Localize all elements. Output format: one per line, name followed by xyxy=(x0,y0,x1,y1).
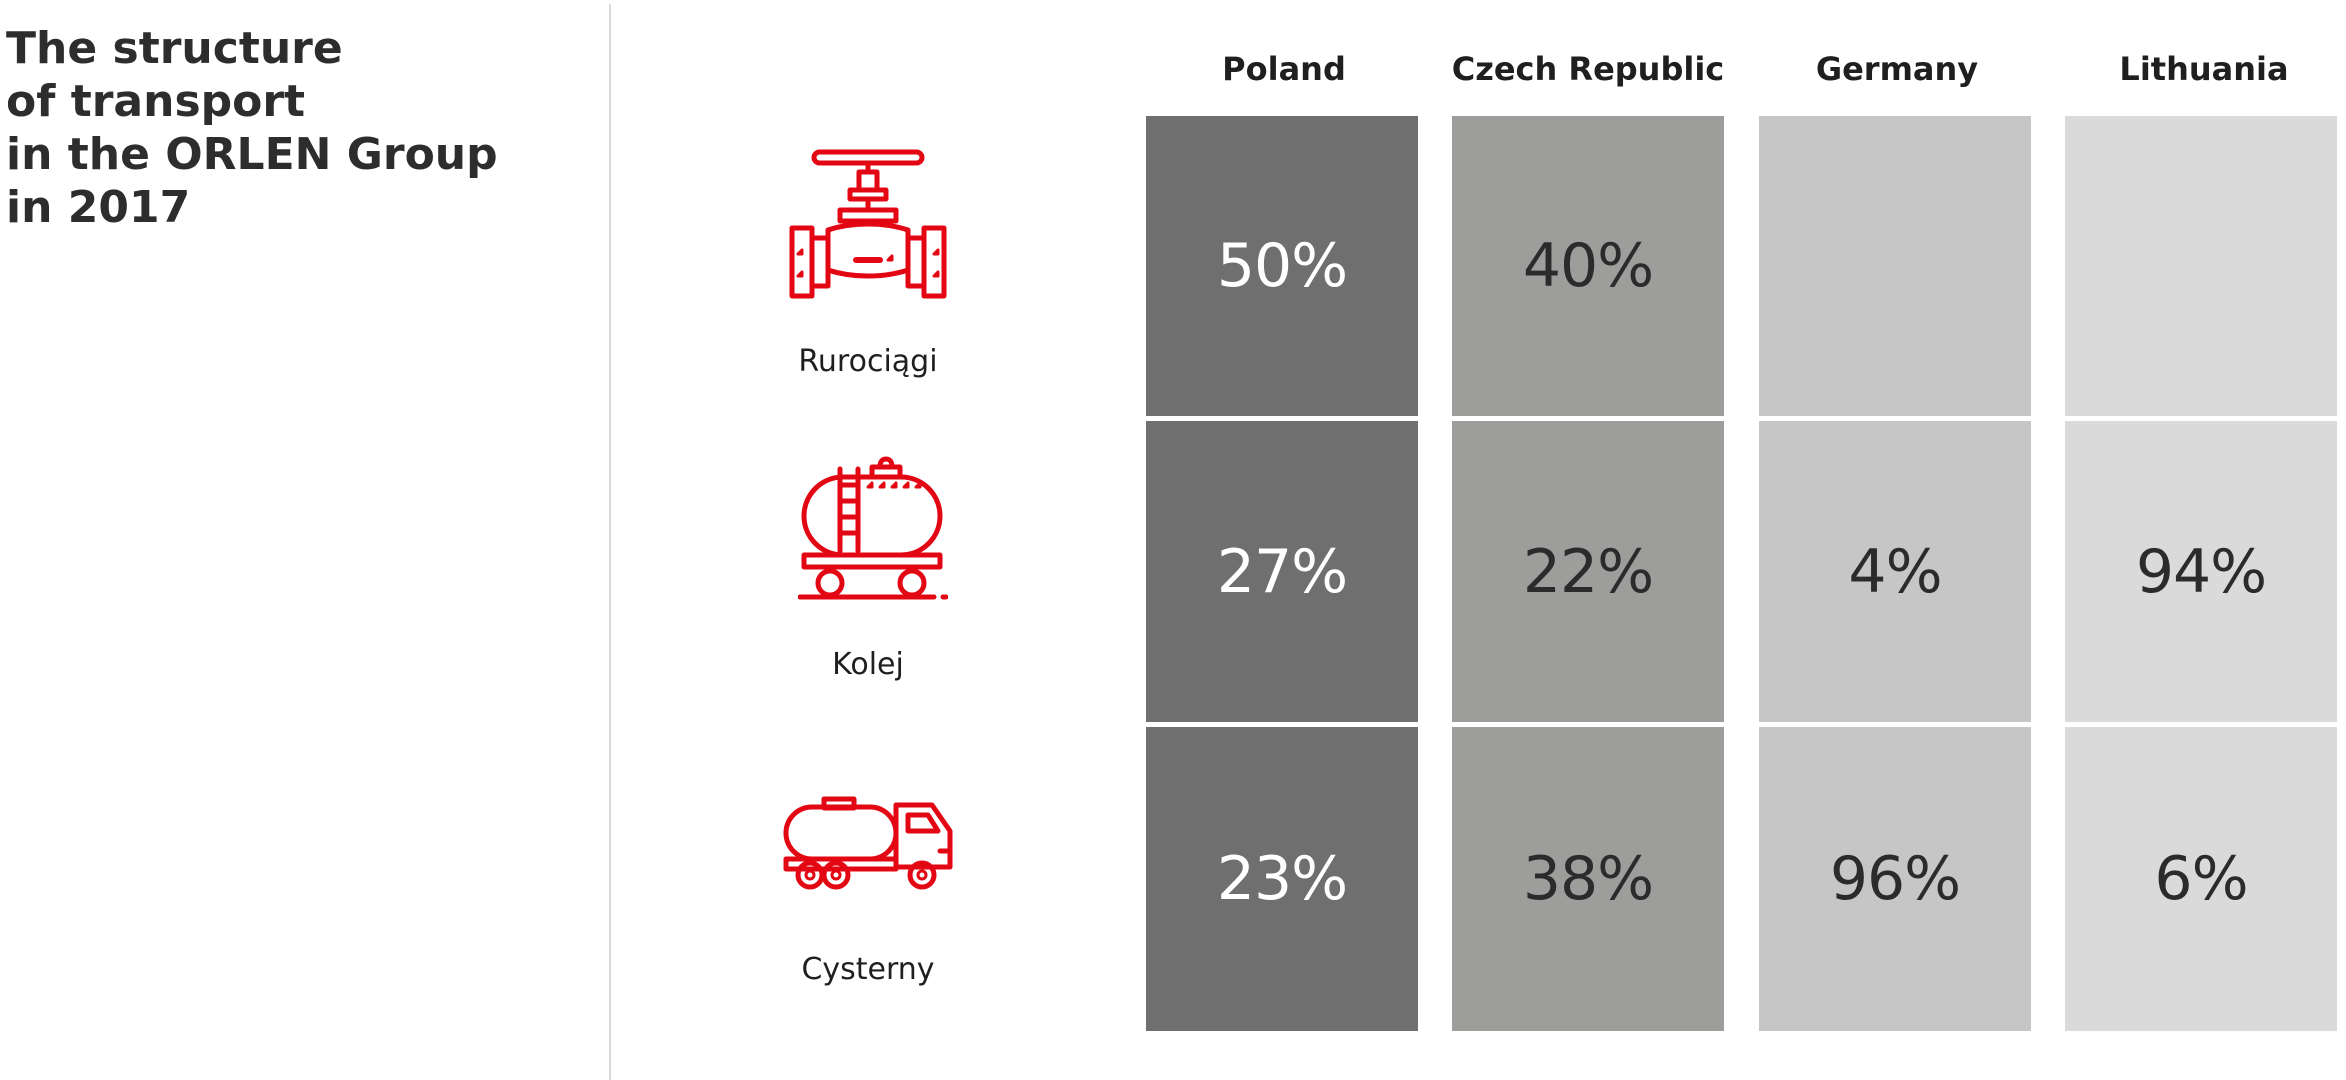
cell-rail-czech-republic: 22% xyxy=(1452,421,1724,722)
cell-tanker-trucks-czech-republic: 38% xyxy=(1452,727,1724,1031)
cell-pipelines-lithuania xyxy=(2065,116,2337,416)
cell-pipelines-poland: 50% xyxy=(1146,116,1418,416)
row-label-pipelines: Rurociągi xyxy=(798,344,938,379)
row-label-tanker-trucks: Cysterny xyxy=(801,952,935,987)
title-line-3: in the ORLEN Group xyxy=(6,129,498,180)
column-header-lithuania: Lithuania xyxy=(2119,50,2289,88)
cell-tanker-trucks-germany: 96% xyxy=(1759,727,2031,1031)
cell-rail-poland: 27% xyxy=(1146,421,1418,722)
title-line-4: in 2017 xyxy=(6,182,191,233)
cell-rail-lithuania: 94% xyxy=(2065,421,2337,722)
vertical-divider xyxy=(609,4,611,1080)
cell-rail-germany: 4% xyxy=(1759,421,2031,722)
cell-pipelines-germany xyxy=(1759,116,2031,416)
column-header-poland: Poland xyxy=(1222,50,1346,88)
title-line-2: of transport xyxy=(6,76,306,127)
column-header-czech-republic: Czech Republic xyxy=(1451,50,1725,88)
title-line-1: The structure xyxy=(6,23,343,74)
pipeline-valve-icon xyxy=(789,149,947,299)
cell-tanker-trucks-poland: 23% xyxy=(1146,727,1418,1031)
row-label-rail: Kolej xyxy=(832,647,904,682)
rail-tank-car-icon xyxy=(798,456,948,600)
cell-pipelines-czech-republic: 40% xyxy=(1452,116,1724,416)
chart-title: The structure of transport in the ORLEN … xyxy=(6,22,566,234)
cell-tanker-trucks-lithuania: 6% xyxy=(2065,727,2337,1031)
tanker-truck-icon xyxy=(783,796,953,890)
column-header-germany: Germany xyxy=(1815,50,1979,88)
